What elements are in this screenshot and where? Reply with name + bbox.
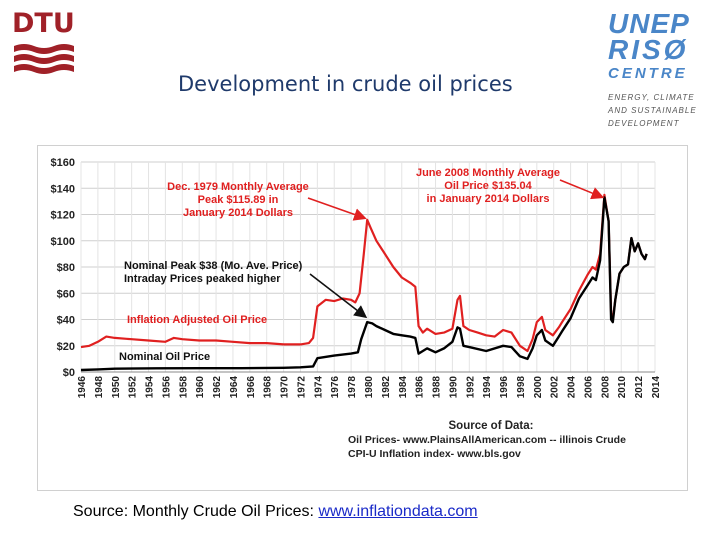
x-tick-label: 1964 (229, 376, 240, 399)
y-tick-label: $120 (51, 210, 75, 222)
annotation-1979-line1: Dec. 1979 Monthly Average (167, 181, 309, 193)
unep-tagline-3: DEVELOPMENT (608, 119, 680, 128)
annotation-inflation-series-label: Inflation Adjusted Oil Price (127, 314, 267, 326)
x-tick-label: 1974 (313, 376, 324, 399)
annotation-2008-line3: in January 2014 Dollars (427, 193, 550, 205)
x-tick-label: 1996 (499, 376, 510, 399)
x-tick-label: 2004 (567, 376, 578, 399)
x-tick-label: 1978 (347, 376, 358, 399)
y-tick-label: $0 (63, 367, 75, 379)
x-tick-label: 1960 (195, 376, 206, 399)
x-tick-label: 1946 (77, 376, 88, 399)
x-tick-label: 2000 (533, 376, 544, 399)
x-tick-label: 2006 (583, 376, 594, 399)
annotation-1979-line3: January 2014 Dollars (183, 207, 293, 219)
annotation-nominal-series-label: Nominal Oil Price (119, 351, 210, 363)
inflation-adjusted-series-line (80, 193, 648, 353)
x-tick-label: 2008 (600, 376, 611, 399)
x-tick-label: 1948 (94, 376, 105, 399)
annotation-nominal-peak-line2: Intraday Prices peaked higher (124, 273, 281, 285)
y-tick-label: $60 (57, 288, 75, 300)
source-of-data-line: Source of Data: (449, 420, 534, 432)
oil-price-chart: $0 $20 $40 $60 $80 $100 $120 $140 $160 1946 1948 1… (37, 145, 688, 491)
unep-tagline-2: AND SUSTAINABLE (608, 106, 697, 115)
arrow-2008-peak (559, 179, 605, 200)
x-tick-label: 1988 (432, 376, 443, 399)
unep-logo-line3: CENTRE (608, 65, 688, 82)
annotation-nominal-peak-line1: Nominal Peak $38 (Mo. Ave. Price) (124, 260, 303, 272)
annotation-2008-line1: June 2008 Monthly Average (416, 167, 560, 179)
y-tick-label: $80 (57, 262, 75, 274)
x-tick-label: 2010 (617, 376, 628, 399)
dtu-logo-text: DTU (12, 8, 75, 39)
x-tick-label: 1968 (263, 376, 274, 399)
x-tick-label: 1986 (415, 376, 426, 399)
x-tick-label: 1972 (296, 376, 307, 399)
arrow-1979-peak (307, 197, 367, 221)
x-tick-label: 1992 (465, 376, 476, 399)
source-label: Source: Monthly Crude Oil Prices: (73, 503, 314, 520)
annotation-2008-line2: Oil Price $135.04 (444, 180, 532, 192)
x-tick-label: 1962 (212, 376, 223, 399)
unep-logo-line2: RISØ (608, 34, 689, 65)
y-tick-label: $20 (57, 341, 75, 353)
unep-riso-logo: UNEP RISØ CENTRE ENERGY, CLIMATE AND SUS… (608, 10, 714, 130)
x-tick-label: 1966 (246, 376, 257, 399)
unep-logo-line1: UNEP (608, 8, 690, 39)
source-link[interactable]: www.inflationdata.com (318, 503, 478, 520)
x-tick-label: 1994 (482, 376, 493, 399)
x-tick-label: 1958 (178, 376, 189, 399)
slide-title: Development in crude oil prices (178, 72, 513, 96)
source-of-data-line: CPI-U Inflation index- www.bls.gov (348, 448, 521, 460)
y-tick-label: $100 (51, 236, 75, 248)
x-tick-label: 2002 (550, 376, 561, 399)
x-tick-label: 2014 (651, 376, 662, 399)
x-tick-label: 1954 (145, 376, 156, 399)
y-tick-label: $140 (51, 183, 75, 195)
x-tick-label: 1998 (516, 376, 527, 399)
oil-price-chart-svg: $0 $20 $40 $60 $80 $100 $120 $140 $160 1946 1948 1… (51, 157, 662, 460)
arrow-nominal-peak (309, 273, 368, 319)
x-tick-label: 1956 (161, 376, 172, 399)
x-tick-label: 1980 (364, 376, 375, 399)
x-tick-label: 1952 (128, 376, 139, 399)
x-tick-label: 1950 (111, 376, 122, 399)
dtu-logo: DTU (12, 8, 76, 80)
x-tick-label: 1984 (398, 376, 409, 399)
y-tick-label: $160 (51, 157, 75, 169)
x-tick-label: 1976 (330, 376, 341, 399)
y-tick-label: $40 (57, 315, 75, 327)
x-tick-label: 2012 (634, 376, 645, 399)
annotation-1979-line2: Peak $115.89 in (198, 194, 279, 206)
source-of-data-line: Oil Prices- www.PlainsAllAmerican.com --… (348, 434, 626, 446)
nominal-series-line (80, 196, 648, 372)
x-tick-label: 1970 (280, 376, 291, 399)
x-tick-label: 1982 (381, 376, 392, 399)
unep-tagline-1: ENERGY, CLIMATE (608, 93, 695, 102)
dtu-logo-waves (14, 44, 74, 74)
x-tick-label: 1990 (448, 376, 459, 399)
source-line: Source: Monthly Crude Oil Prices: www.in… (73, 503, 478, 521)
